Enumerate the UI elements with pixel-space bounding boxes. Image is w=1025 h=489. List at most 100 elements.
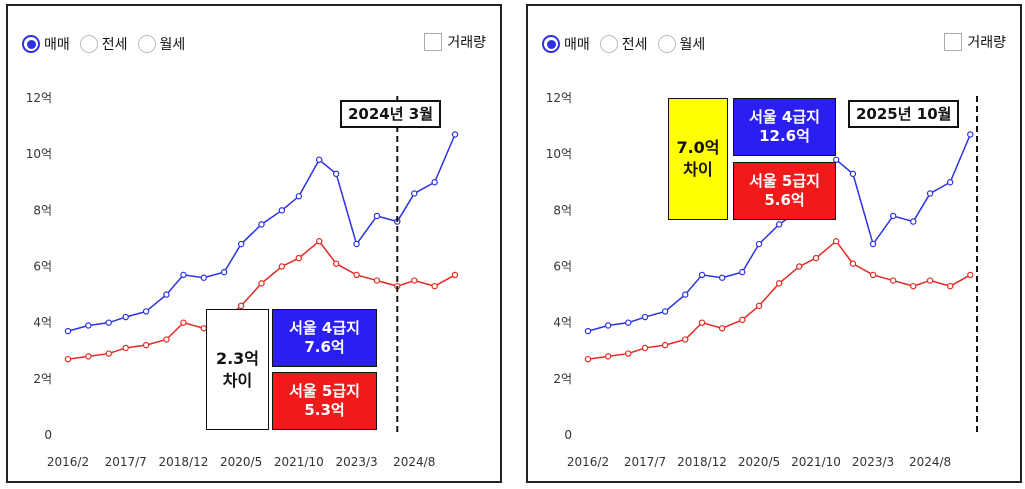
data-point xyxy=(869,240,877,248)
y-tick-label: 12억 xyxy=(26,91,52,105)
data-point xyxy=(910,282,917,290)
radio-unchecked-icon xyxy=(599,35,618,53)
data-point xyxy=(64,327,72,335)
volume-checkbox[interactable]: 거래량 xyxy=(424,32,486,52)
data-point xyxy=(718,274,726,281)
y-tick-label: 8억 xyxy=(33,203,52,217)
y-tick-label: 6억 xyxy=(553,260,572,274)
x-tick-label: 2024/8 xyxy=(393,455,435,469)
data-point xyxy=(142,308,150,315)
y-tick-label: 0 xyxy=(44,428,52,442)
seoul-tier5-label: 서울 5급지 xyxy=(289,382,360,400)
radio-checked-icon xyxy=(22,35,40,53)
radio-sale-label: 매매 xyxy=(564,37,590,53)
data-point xyxy=(353,240,360,248)
seoul-tier5-price-box: 서울 5급지 5.3억 xyxy=(272,372,377,430)
data-point xyxy=(910,218,917,225)
data-point xyxy=(584,327,592,335)
price-line-chart-left: 0 2억 4억 6억 8억 10억 12억 2016/2 2017/7 2018/12 2020/5… xyxy=(26,91,459,469)
seoul-tier5-price: 5.3억 xyxy=(304,401,345,419)
data-point xyxy=(755,302,763,310)
data-point xyxy=(718,325,726,332)
data-point xyxy=(237,302,245,310)
radio-unchecked-icon xyxy=(137,35,156,53)
seoul-tier4-label: 서울 4급지 xyxy=(289,319,360,337)
x-tick-label: 2017/7 xyxy=(624,455,666,469)
price-gap-label: 차이 xyxy=(222,370,253,390)
trade-type-radio-group: 매매 전세 월세 xyxy=(22,32,195,56)
data-point xyxy=(373,277,381,284)
data-point xyxy=(64,355,72,363)
data-point xyxy=(889,212,897,220)
radio-unchecked-icon xyxy=(657,35,676,53)
data-point xyxy=(739,268,746,276)
y-tick-label: 4억 xyxy=(33,316,52,330)
x-tick-label: 2023/3 xyxy=(335,455,377,469)
checkbox-icon xyxy=(424,33,443,51)
data-point xyxy=(641,313,649,321)
radio-jeonse-label: 전세 xyxy=(621,37,648,53)
radio-jeonse-label: 전세 xyxy=(101,37,128,53)
data-point xyxy=(849,260,857,267)
data-point xyxy=(641,344,649,352)
x-tick-label: 2018/12 xyxy=(158,455,208,469)
data-point xyxy=(775,221,783,228)
data-point xyxy=(142,341,150,349)
data-point xyxy=(832,156,840,163)
data-point xyxy=(946,179,954,186)
y-tick-label: 12억 xyxy=(546,91,572,105)
y-tick-label: 10억 xyxy=(546,147,572,161)
data-point xyxy=(451,131,459,138)
x-tick-label: 2020/5 xyxy=(220,455,262,469)
seoul-tier5-label: 서울 5급지 xyxy=(749,172,820,190)
x-tick-label: 2020/5 xyxy=(738,455,780,469)
data-point xyxy=(698,319,706,326)
series-line-seoul-tier5 xyxy=(587,240,971,360)
data-point xyxy=(967,271,974,279)
data-point xyxy=(431,179,438,186)
chart-panel-left: 매매 전세 월세 거래량 0 2억 4억 6억 8억 10억 12억 2016/2 2017/7… xyxy=(6,4,502,483)
radio-jeonse[interactable]: 전세 xyxy=(599,34,648,54)
volume-checkbox[interactable]: 거래량 xyxy=(944,32,1006,52)
data-point xyxy=(278,207,286,214)
data-point xyxy=(889,277,897,284)
x-tick-label: 2024/8 xyxy=(909,455,951,469)
data-point xyxy=(163,336,170,343)
x-tick-label: 2023/3 xyxy=(852,455,894,469)
radio-monthly-rent-label: 월세 xyxy=(159,37,186,53)
y-tick-label: 2억 xyxy=(553,372,572,386)
radio-jeonse[interactable]: 전세 xyxy=(79,34,128,54)
trade-type-radio-group: 매매 전세 월세 xyxy=(542,32,715,56)
data-point xyxy=(584,355,592,363)
seoul-tier4-price-box: 서울 4급지 12.6억 xyxy=(733,98,836,156)
data-point xyxy=(967,131,974,138)
marker-date-label: 2024년 3월 xyxy=(340,100,442,128)
data-point xyxy=(163,291,170,298)
data-point xyxy=(105,350,112,357)
data-point xyxy=(122,344,129,352)
x-tick-label: 2016/2 xyxy=(567,455,609,469)
radio-sale[interactable]: 매매 xyxy=(542,34,590,54)
data-point xyxy=(85,353,92,360)
data-point xyxy=(180,319,187,326)
data-point xyxy=(258,280,265,287)
radio-monthly-rent[interactable]: 월세 xyxy=(657,34,705,54)
y-tick-label: 2억 xyxy=(33,372,52,386)
data-point xyxy=(625,350,632,357)
data-point xyxy=(316,156,323,163)
data-point xyxy=(431,282,438,290)
data-point xyxy=(258,221,265,228)
radio-monthly-rent[interactable]: 월세 xyxy=(137,34,186,54)
data-point xyxy=(682,291,689,298)
radio-sale[interactable]: 매매 xyxy=(22,34,70,54)
data-point xyxy=(411,277,418,284)
data-point xyxy=(85,322,92,329)
data-point xyxy=(411,190,418,197)
data-point xyxy=(237,240,245,248)
radio-unchecked-icon xyxy=(79,35,98,53)
price-line-chart-right: 0 2억 4억 6억 8억 10억 12억 2016/2 2017/7 2018/12 2020/5… xyxy=(546,91,978,469)
seoul-tier4-price-box: 서울 4급지 7.6억 xyxy=(272,309,377,367)
seoul-tier4-price: 7.6억 xyxy=(304,338,345,356)
x-tick-label: 2016/2 xyxy=(47,455,89,469)
